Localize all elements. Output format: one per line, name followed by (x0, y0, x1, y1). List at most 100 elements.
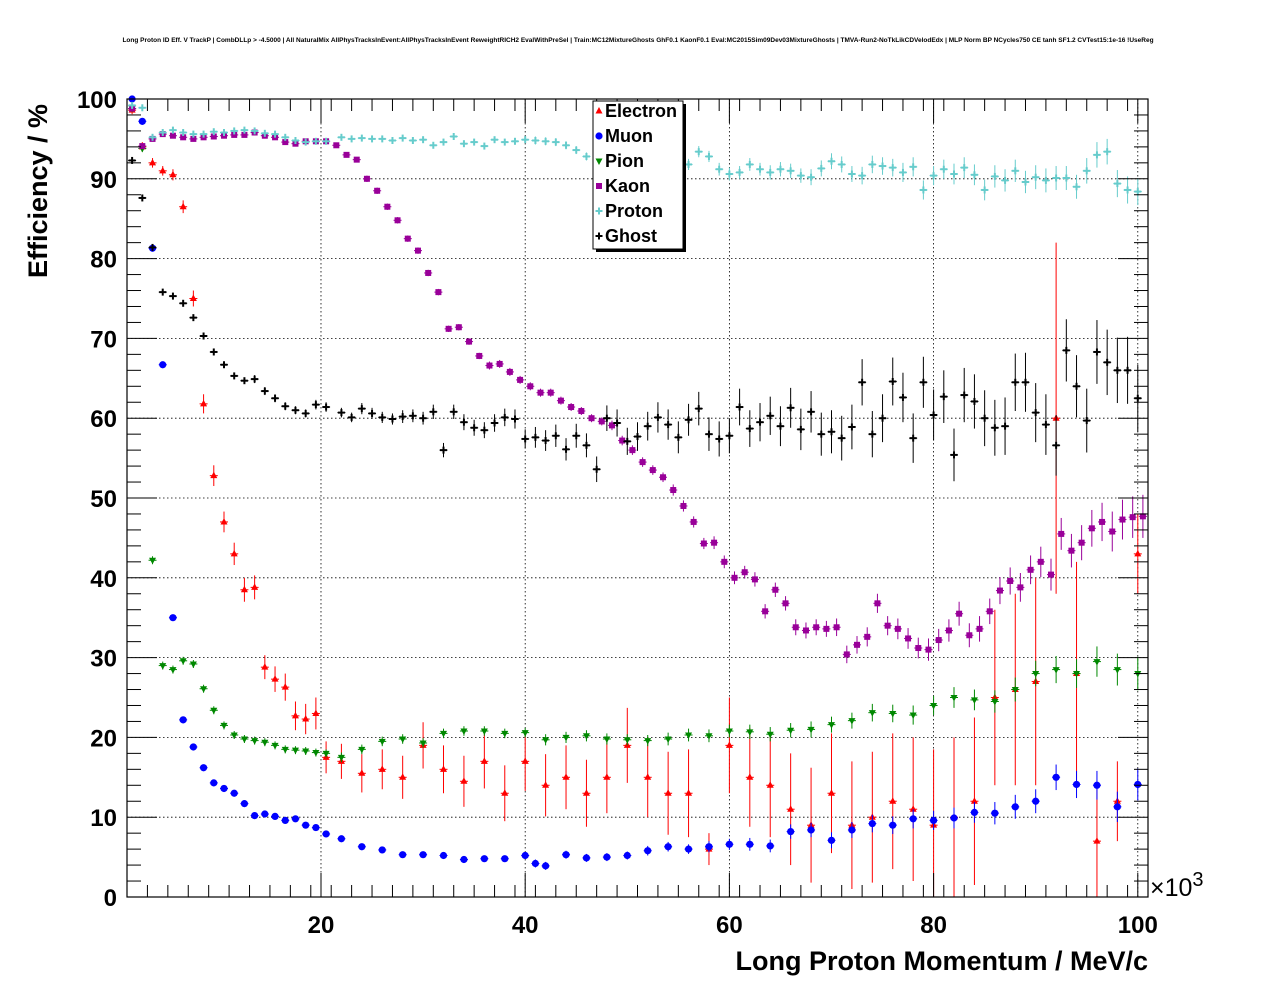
data-point (557, 397, 564, 404)
y-tick-label: 90 (90, 167, 117, 194)
legend-label: Muon (605, 126, 653, 146)
data-point (547, 389, 554, 396)
data-point (827, 722, 835, 729)
data-point (787, 827, 795, 836)
data-point (281, 683, 289, 690)
data-point (231, 131, 238, 138)
data-point (868, 819, 876, 828)
data-point (1007, 577, 1014, 584)
data-point (230, 549, 238, 557)
series-pion (128, 106, 1142, 763)
data-point (435, 289, 442, 296)
data-point (889, 710, 897, 718)
data-point (664, 843, 672, 851)
data-point (1134, 671, 1142, 678)
data-point (854, 641, 861, 648)
data-point (220, 517, 228, 525)
data-point (169, 614, 177, 622)
data-point (588, 415, 595, 422)
data-point (537, 389, 544, 396)
data-point (945, 627, 952, 634)
data-point (241, 131, 248, 138)
series-kaon (128, 105, 1147, 664)
data-point (358, 746, 366, 754)
data-point (1048, 571, 1055, 578)
data-point (149, 158, 157, 166)
data-point (240, 585, 248, 593)
legend-label: Ghost (605, 226, 657, 246)
data-point (603, 736, 611, 743)
data-point (1011, 687, 1019, 694)
data-point (1011, 803, 1019, 811)
data-point (644, 738, 652, 745)
data-point (419, 851, 427, 859)
data-point (582, 854, 591, 862)
data-point (1093, 659, 1101, 666)
data-point (623, 851, 631, 860)
data-point (200, 399, 208, 407)
data-point (766, 781, 774, 788)
data-point (378, 738, 386, 746)
data-point (169, 170, 177, 178)
data-point (399, 851, 407, 859)
data-point (261, 663, 269, 670)
data-point (1113, 667, 1121, 674)
legend-label: Pion (605, 151, 644, 171)
data-point (1032, 671, 1040, 678)
data-point (240, 736, 248, 743)
data-point (149, 557, 157, 565)
data-point (1088, 525, 1095, 532)
legend: Electron Muon Pion Kaon Proton Ghost (592, 100, 686, 252)
legend-entry-proton: Proton (595, 201, 663, 221)
data-point (240, 800, 249, 808)
data-point (705, 733, 713, 740)
data-point (159, 166, 167, 174)
y-tick-label: 60 (90, 406, 117, 433)
data-point (210, 707, 218, 715)
data-point (506, 368, 513, 375)
data-point (889, 797, 897, 804)
data-point (1078, 539, 1085, 546)
data-point (680, 502, 687, 509)
data-point (792, 624, 799, 631)
y-tick-label: 0 (104, 885, 117, 912)
data-point (374, 187, 381, 194)
data-point (159, 663, 167, 670)
legend-entry-pion: Pion (595, 151, 644, 171)
data-point (915, 645, 922, 652)
plot-title: Long Proton ID Eff. V TrackP | CombDLLp … (122, 37, 1153, 44)
legend-label: Electron (605, 101, 677, 121)
data-point (833, 624, 840, 631)
y-tick-label: 80 (90, 247, 117, 274)
data-point (623, 737, 631, 744)
data-point (399, 773, 407, 780)
y-tick-label: 20 (90, 725, 117, 752)
data-point (1129, 514, 1136, 521)
data-point (1099, 518, 1106, 525)
x-axis-exponent-power: 3 (1192, 869, 1203, 891)
data-point (649, 467, 656, 474)
data-point (517, 376, 524, 383)
data-point (746, 840, 754, 848)
data-point (874, 600, 881, 607)
data-point (1109, 528, 1116, 535)
data-point (762, 608, 769, 615)
data-point (501, 730, 509, 738)
data-point (378, 846, 386, 854)
data-point (440, 765, 448, 772)
data-point (480, 728, 488, 736)
data-point (721, 558, 728, 565)
data-point (725, 741, 733, 748)
data-point (690, 518, 697, 525)
data-point (807, 726, 815, 734)
data-point (1119, 516, 1126, 523)
data-point (261, 739, 269, 747)
data-point (542, 781, 550, 788)
data-point (531, 859, 540, 868)
data-point (230, 732, 238, 740)
data-point (439, 851, 448, 860)
data-point (353, 156, 360, 163)
data-point (664, 736, 672, 743)
data-point (180, 134, 187, 141)
data-point (1032, 797, 1040, 805)
